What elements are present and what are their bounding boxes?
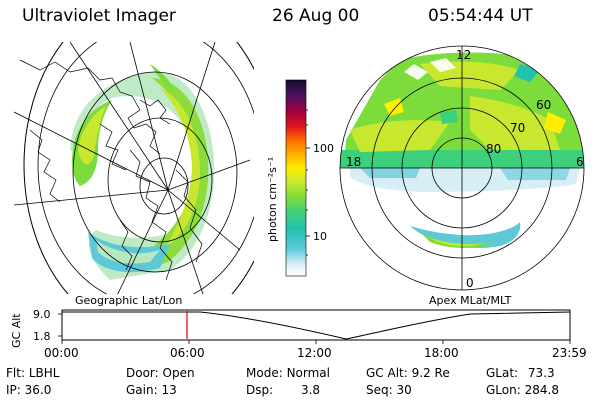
altitude-timeline: GC Alt 9.0 1.8 00:00 06:00 12:00 18:00 2…: [10, 308, 587, 360]
geo-panel-caption: Geographic Lat/Lon: [75, 294, 182, 307]
glat-field: GLat: 73.3: [486, 366, 555, 380]
colorbar-unit-label: photon cm⁻²s⁻¹: [266, 157, 279, 242]
dsp-field: Dsp: 3.8: [246, 383, 320, 397]
colorbar: [285, 79, 307, 277]
seq-value: 30: [396, 383, 412, 397]
gain-value: 13: [161, 383, 177, 397]
gain-label: Gain:: [126, 383, 158, 397]
time-label: 05:54:44 UT: [428, 6, 533, 26]
timeline-y-tick-bottom: 1.8: [33, 330, 51, 343]
timeline-x-tick: 12:00: [297, 346, 332, 360]
mode-label: Mode:: [246, 366, 283, 380]
ip-label: IP:: [6, 383, 21, 397]
timeline-x-tick: 18:00: [424, 346, 459, 360]
mlt-label-12: 12: [456, 48, 471, 62]
ip-field: IP: 36.0: [6, 383, 51, 397]
geo-meridians: [14, 42, 251, 294]
polar-grid: [339, 45, 585, 291]
filter-label: Flt:: [6, 366, 25, 380]
timeline-x-tick: 06:00: [170, 346, 205, 360]
mlt-label-18: 18: [346, 155, 361, 169]
instrument-title: Ultraviolet Imager: [22, 6, 176, 26]
gc-alt-field: GC Alt: 9.2 Re: [366, 366, 450, 380]
dsp-value: 3.8: [300, 383, 321, 397]
mlt-label-6: 6: [576, 155, 584, 169]
mlat-label-80: 80: [486, 142, 501, 156]
dsp-label: Dsp:: [246, 383, 274, 397]
gc-alt-value: 9.2 Re: [411, 366, 450, 380]
filter-value: LBHL: [28, 366, 60, 380]
colorbar-ticks: [306, 109, 310, 256]
mlat-label-70: 70: [510, 121, 525, 135]
mlat-label-60: 60: [536, 98, 551, 112]
altitude-curve: [62, 311, 571, 340]
colorbar-tick-100: 100: [313, 142, 334, 155]
glon-value: 284.8: [524, 383, 559, 397]
timeline-x-tick: 00:00: [44, 346, 79, 360]
glon-field: GLon: 284.8: [486, 383, 559, 397]
earth-limb: [23, 42, 254, 294]
timeline-y-label: GC Alt: [10, 313, 23, 348]
door-field: Door: Open: [126, 366, 195, 380]
door-value: Open: [162, 366, 195, 380]
mode-value: Normal: [286, 366, 330, 380]
geographic-map: [14, 42, 254, 294]
mode-field: Mode: Normal: [246, 366, 330, 380]
timeline-x-tick: 23:59: [552, 346, 587, 360]
date-label: 26 Aug 00: [272, 6, 360, 26]
colorbar-tick-10: 10: [313, 230, 327, 243]
glat-label: GLat:: [486, 366, 519, 380]
timeline-frame: [61, 309, 571, 341]
glat-value: 73.3: [527, 366, 555, 380]
seq-field: Seq: 30: [366, 383, 412, 397]
coastlines: [19, 59, 203, 281]
filter-field: Flt: LBHL: [6, 366, 59, 380]
door-label: Door:: [126, 366, 159, 380]
ip-value: 36.0: [24, 383, 52, 397]
polar-panel-caption: Apex MLat/MLT: [429, 294, 512, 307]
gain-field: Gain: 13: [126, 383, 177, 397]
mlt-label-0: 0: [466, 276, 474, 290]
timeline-y-tick-top: 9.0: [33, 308, 51, 321]
seq-label: Seq:: [366, 383, 393, 397]
gc-alt-label: GC Alt:: [366, 366, 408, 380]
glon-label: GLon:: [486, 383, 521, 397]
timeline-ticks: [58, 313, 571, 344]
polar-plot: 12 18 6 0 60 70 80: [339, 45, 585, 291]
